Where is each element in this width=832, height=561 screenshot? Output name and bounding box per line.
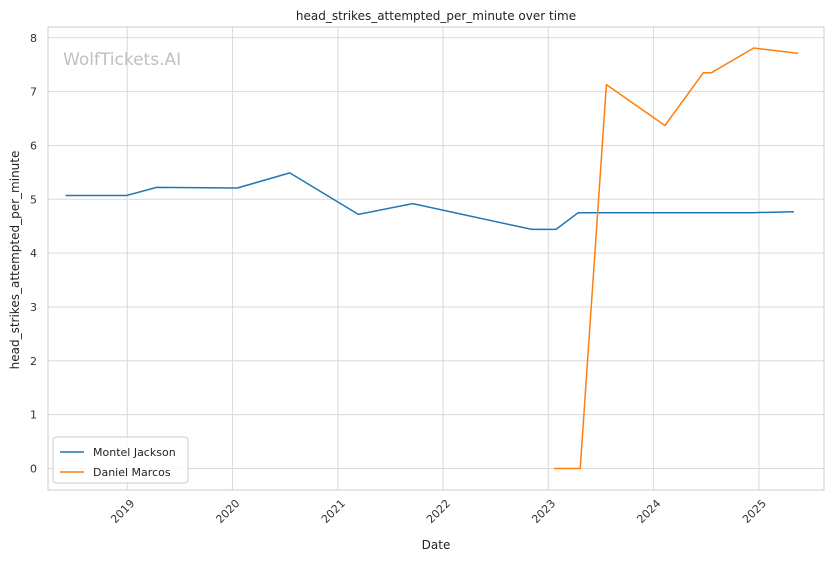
- x-tick-label: 2019: [108, 497, 137, 526]
- y-tick-label: 7: [30, 86, 37, 99]
- y-tick-label: 8: [30, 32, 37, 45]
- y-tick-label: 1: [30, 409, 37, 422]
- legend-label-montel-jackson: Montel Jackson: [93, 446, 176, 459]
- series-lines: [65, 47, 799, 470]
- chart-title: head_strikes_attempted_per_minute over t…: [296, 9, 576, 23]
- plot-area: [48, 27, 824, 490]
- x-tick-label: 2020: [213, 497, 242, 526]
- series-line-daniel-marcos: [554, 47, 799, 470]
- legend-box: [52, 436, 189, 484]
- y-tick-label: 4: [30, 247, 37, 260]
- legend-label-daniel-marcos: Daniel Marcos: [93, 466, 171, 479]
- y-tick-label: 2: [30, 355, 37, 368]
- x-tick-label: 2022: [424, 497, 453, 526]
- x-tick-label: 2021: [319, 497, 348, 526]
- grid: [48, 27, 824, 490]
- legend: Montel Jackson Daniel Marcos: [52, 436, 189, 484]
- y-tick-label: 6: [30, 139, 37, 152]
- x-tick-label: 2023: [529, 497, 558, 526]
- x-axis-title: Date: [422, 538, 451, 552]
- y-tick-label: 5: [30, 193, 37, 206]
- x-tick-label: 2024: [634, 497, 663, 526]
- watermark: WolfTickets.AI: [63, 50, 181, 70]
- y-axis-ticks: 0 1 2 3 4 5 6 7 8: [30, 32, 37, 476]
- series-line-montel-jackson: [65, 172, 795, 231]
- y-axis-title: head_strikes_attempted_per_minute: [8, 151, 22, 370]
- x-tick-label: 2025: [740, 497, 769, 526]
- y-tick-label: 0: [30, 462, 37, 475]
- x-axis-ticks: 2019 2020 2021 2022 2023 2024 2025: [108, 497, 769, 526]
- plot-border: [47, 26, 825, 491]
- y-tick-label: 3: [30, 301, 37, 314]
